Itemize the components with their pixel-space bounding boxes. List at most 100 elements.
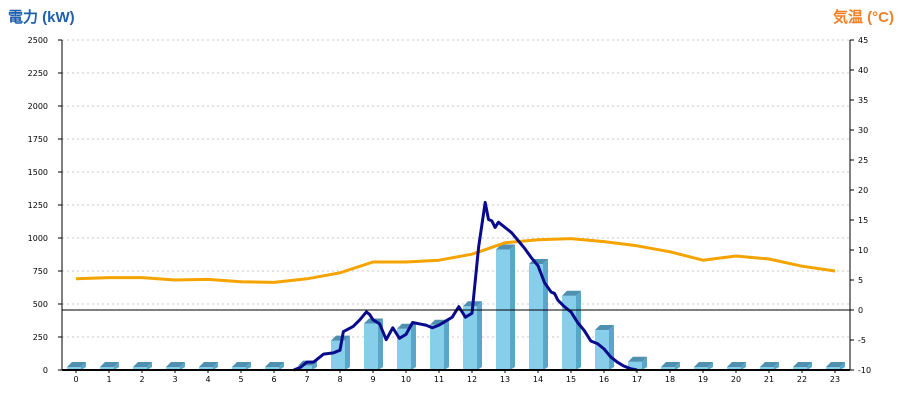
x-tick-label: 5 xyxy=(238,375,243,384)
right-tick-label: 15 xyxy=(858,216,868,225)
x-tick-label: 16 xyxy=(599,375,609,384)
bar-top xyxy=(661,362,680,367)
bar xyxy=(331,340,345,370)
x-tick-label: 2 xyxy=(139,375,144,384)
bar-top xyxy=(100,362,119,367)
bar-side xyxy=(213,362,218,370)
right-tick-label: 40 xyxy=(858,66,868,75)
bar xyxy=(727,367,741,370)
x-tick-label: 21 xyxy=(764,375,774,384)
bar-side xyxy=(180,362,185,370)
left-tick-label: 750 xyxy=(33,267,48,276)
x-tick-label: 14 xyxy=(533,375,543,384)
bar xyxy=(826,367,840,370)
bar-top xyxy=(628,356,647,362)
left-tick-label: 1250 xyxy=(28,201,48,210)
x-tick-label: 4 xyxy=(205,375,210,384)
bar xyxy=(628,361,642,370)
left-tick-label: 2250 xyxy=(28,69,48,78)
left-tick-label: 1000 xyxy=(28,234,48,243)
bar-side xyxy=(840,362,845,370)
bar-side xyxy=(147,362,152,370)
bar-side xyxy=(114,362,119,370)
bar xyxy=(133,367,147,370)
right-tick-label: 35 xyxy=(858,96,868,105)
right-tick-label: -5 xyxy=(858,336,866,345)
x-tick-label: 12 xyxy=(467,375,477,384)
bar-side xyxy=(411,323,416,370)
x-tick-label: 13 xyxy=(500,375,510,384)
x-tick-label: 1 xyxy=(106,375,111,384)
bar-top xyxy=(694,362,713,367)
bar xyxy=(694,367,708,370)
x-tick-label: 19 xyxy=(698,375,708,384)
bar-side xyxy=(609,325,614,370)
right-tick-label: 0 xyxy=(858,306,863,315)
bar-side xyxy=(279,362,284,370)
bar xyxy=(232,367,246,370)
right-tick-label: 20 xyxy=(858,186,868,195)
bar xyxy=(265,367,279,370)
temperature-line xyxy=(75,237,836,284)
right-axis-title: 気温 (°C) xyxy=(833,9,894,26)
bar xyxy=(166,367,180,370)
bar-top xyxy=(562,290,581,296)
bar xyxy=(199,367,213,370)
x-tick-label: 6 xyxy=(271,375,276,384)
bar-side xyxy=(774,362,779,370)
bar-side xyxy=(576,290,581,370)
left-axis-title: 電力 (kW) xyxy=(8,9,75,26)
x-tick-label: 3 xyxy=(172,375,177,384)
bar-side xyxy=(81,362,86,370)
bar-side xyxy=(312,360,317,370)
bar xyxy=(529,264,543,370)
bar-side xyxy=(444,319,449,370)
x-tick-label: 17 xyxy=(632,375,642,384)
right-tick-label: 30 xyxy=(858,126,868,135)
bar-top xyxy=(331,335,350,341)
x-tick-label: 20 xyxy=(731,375,741,384)
bar-top xyxy=(199,362,218,367)
bar xyxy=(67,367,81,370)
right-tick-label: 5 xyxy=(858,276,863,285)
left-tick-label: 2000 xyxy=(28,102,48,111)
bar xyxy=(793,367,807,370)
left-tick-label: 1500 xyxy=(28,168,48,177)
x-tick-label: 23 xyxy=(830,375,840,384)
left-tick-label: 0 xyxy=(43,366,48,375)
bar-top xyxy=(727,362,746,367)
bar-side xyxy=(510,244,515,370)
bar xyxy=(298,365,312,370)
x-tick-label: 10 xyxy=(401,375,411,384)
x-tick-label: 18 xyxy=(665,375,675,384)
bar-top xyxy=(133,362,152,367)
bar-top xyxy=(232,362,251,367)
bar-side xyxy=(708,362,713,370)
bar-side xyxy=(543,259,548,370)
bar-side xyxy=(477,301,482,370)
right-tick-label: 45 xyxy=(858,36,868,45)
bar xyxy=(100,367,114,370)
x-tick-label: 8 xyxy=(337,375,342,384)
x-tick-label: 11 xyxy=(434,375,444,384)
x-tick-label: 7 xyxy=(304,375,309,384)
bar-side xyxy=(246,362,251,370)
power-line xyxy=(293,200,638,372)
bar xyxy=(430,324,444,370)
x-tick-label: 22 xyxy=(797,375,807,384)
bar xyxy=(661,367,675,370)
bar-side xyxy=(807,362,812,370)
right-tick-label: 25 xyxy=(858,156,868,165)
bar-top xyxy=(826,362,845,367)
bar-side xyxy=(345,335,350,370)
bar-top xyxy=(793,362,812,367)
bar xyxy=(364,323,378,370)
bar-top xyxy=(265,362,284,367)
bar xyxy=(760,367,774,370)
bar-side xyxy=(642,356,647,370)
bar-side xyxy=(741,362,746,370)
bar-top xyxy=(595,325,614,331)
bar-top xyxy=(166,362,185,367)
